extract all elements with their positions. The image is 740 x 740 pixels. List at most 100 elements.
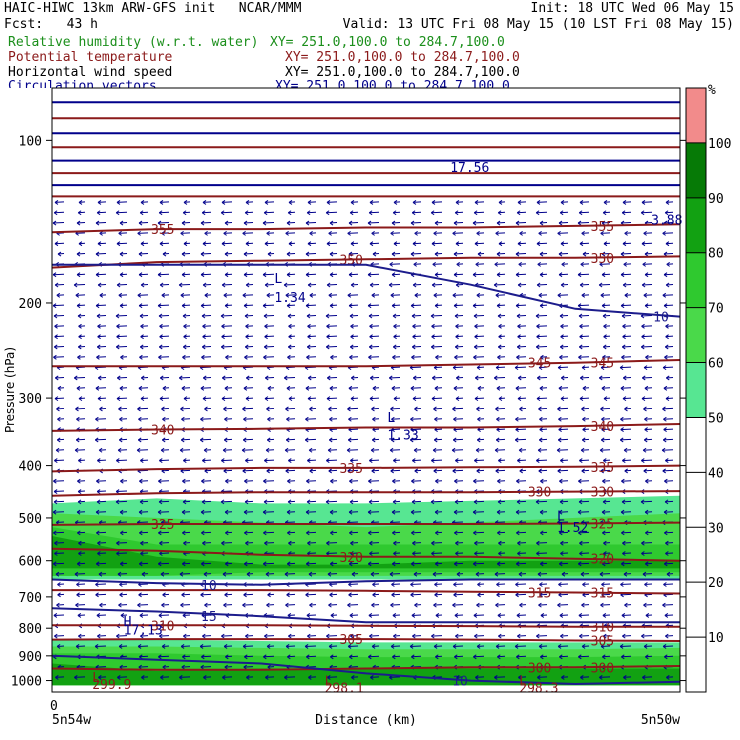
wind-vector xyxy=(579,551,590,556)
wind-vector xyxy=(75,406,86,412)
wind-vector xyxy=(434,592,443,598)
wind-vector xyxy=(641,334,653,340)
annotation-0: L xyxy=(274,272,282,287)
wind-vector xyxy=(221,458,233,463)
wind-vector xyxy=(202,334,212,340)
wind-vector xyxy=(413,261,422,267)
wind-vector xyxy=(329,251,338,257)
wind-vector xyxy=(664,210,674,216)
wind-vector xyxy=(224,416,233,422)
wind-vector xyxy=(600,437,611,443)
wind-vector xyxy=(348,220,359,226)
wind-vector xyxy=(305,592,317,598)
wind-vector xyxy=(53,613,65,618)
wind-vector xyxy=(391,303,401,309)
wind-vector xyxy=(306,354,317,360)
wind-vector xyxy=(116,241,128,247)
wind-vector xyxy=(53,499,65,505)
wind-vector xyxy=(200,272,212,278)
wind-vector xyxy=(452,230,464,236)
wind-vector xyxy=(433,602,443,608)
wind-vector xyxy=(453,592,464,598)
wind-vector xyxy=(96,499,107,505)
wind-vector xyxy=(410,561,422,567)
annotation-8: L xyxy=(92,671,100,686)
theta-label-right-345: 345 xyxy=(591,357,614,372)
wind-vector xyxy=(641,633,653,639)
wind-vector xyxy=(601,251,611,257)
wind-vector xyxy=(516,613,527,618)
wind-vector xyxy=(369,334,380,340)
wind-vector xyxy=(286,561,296,567)
wind-vector xyxy=(305,385,317,391)
colorbar-band-3 xyxy=(686,197,706,253)
wind-vector xyxy=(496,303,506,309)
wind-vector xyxy=(245,199,254,205)
wind-vector xyxy=(371,437,380,443)
wind-vector xyxy=(286,220,296,226)
wind-vector xyxy=(538,406,548,412)
wind-vector xyxy=(116,551,128,556)
wind-vector xyxy=(537,261,548,267)
wind-vector xyxy=(199,437,212,443)
wind-vector xyxy=(157,220,170,226)
wind-vector xyxy=(495,230,506,236)
annotation-14: 17.56 xyxy=(450,161,489,176)
wind-vector xyxy=(640,344,653,350)
theta-contour-335 xyxy=(51,464,681,473)
wind-vector xyxy=(453,220,464,226)
wind-vector xyxy=(644,303,653,309)
wind-vector xyxy=(372,251,380,257)
wind-vector xyxy=(95,385,107,391)
wind-vector xyxy=(431,633,443,639)
wind-vector xyxy=(52,272,65,278)
wind-vector xyxy=(602,654,611,660)
wind-vector xyxy=(223,292,233,298)
wind-vector xyxy=(287,354,296,360)
wind-vector xyxy=(349,344,359,350)
wind-vector xyxy=(200,664,212,670)
wind-vector xyxy=(327,571,338,577)
wind-vector xyxy=(581,230,590,236)
wind-vector xyxy=(619,437,632,443)
wind-vector xyxy=(307,334,317,340)
colorbar-label-100: 100 xyxy=(708,137,731,152)
wind-vector xyxy=(558,427,569,433)
wind-vector xyxy=(603,396,611,402)
wind-vector xyxy=(204,292,212,298)
wind-vector xyxy=(288,633,296,639)
y-tick-label-600: 600 xyxy=(19,555,42,570)
wind-vector xyxy=(157,272,170,278)
wind-vector xyxy=(369,323,380,329)
wind-vector xyxy=(477,592,485,598)
wind-vector xyxy=(115,499,128,505)
wind-vector xyxy=(326,199,338,205)
wind-vector xyxy=(267,416,275,422)
wind-vector xyxy=(517,375,527,381)
wind-vector xyxy=(433,230,443,236)
theta-label-330: 330 xyxy=(528,486,551,501)
wind-vector xyxy=(558,251,569,257)
theta-label-right-305: 305 xyxy=(591,634,614,649)
wind-vector xyxy=(94,437,107,443)
wind-vector xyxy=(370,675,380,680)
wind-vector xyxy=(498,323,506,329)
wind-vector xyxy=(498,241,506,247)
wind-vector xyxy=(561,571,569,577)
wind-vector xyxy=(602,530,611,536)
wind-vector xyxy=(519,468,527,474)
header-forecast: Fcst: 43 h xyxy=(4,17,98,32)
wind-vector xyxy=(495,437,506,443)
wind-vector xyxy=(515,272,527,278)
wind-vector xyxy=(663,385,674,391)
wind-vector xyxy=(393,199,401,205)
wind-vector xyxy=(328,292,338,298)
wind-vector xyxy=(57,582,65,587)
wind-vector xyxy=(119,272,128,278)
wind-vector xyxy=(266,406,275,412)
wind-vector xyxy=(370,571,380,577)
colorbar-band-4 xyxy=(686,142,706,198)
wind-vector xyxy=(496,416,506,422)
wind-vector xyxy=(540,478,548,484)
wind-vector xyxy=(97,241,107,247)
